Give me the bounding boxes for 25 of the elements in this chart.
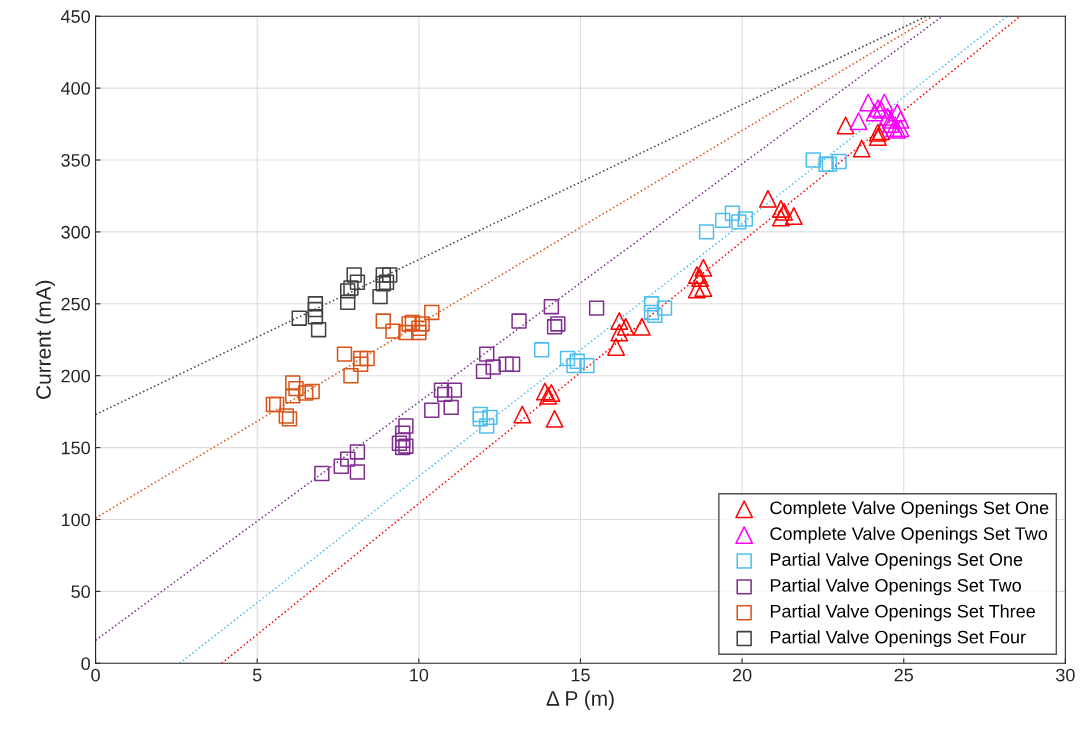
x-tick-label: 10 (410, 668, 429, 682)
x-tick-label: 20 (732, 668, 752, 682)
x-tick-label: 25 (894, 668, 914, 682)
legend-label: Complete Valve Openings Set Two (770, 526, 1048, 544)
x-axis-title: Δ P (m) (546, 690, 614, 710)
x-tick-label: 0 (91, 668, 100, 682)
legend-label: Partial Valve Openings Set Two (770, 578, 1021, 596)
x-tick-label: 15 (571, 668, 590, 682)
legend-label: Complete Valve Openings Set One (770, 500, 1049, 518)
legend-label: Partial Valve Openings Set One (770, 552, 1023, 570)
y-tick-label: 100 (61, 513, 90, 527)
y-tick-label: 0 (81, 657, 90, 671)
y-tick-label: 400 (61, 82, 90, 95)
y-tick-label: 450 (61, 10, 90, 23)
x-tick-label: 30 (1056, 668, 1075, 682)
y-tick-label: 250 (61, 297, 90, 311)
y-tick-label: 300 (61, 225, 90, 239)
y-tick-label: 150 (61, 441, 90, 455)
y-axis-title: Current (mA) (35, 280, 56, 399)
y-tick-label: 200 (61, 369, 90, 383)
x-tick-label: 5 (252, 668, 262, 682)
y-tick-label: 50 (71, 585, 90, 599)
legend-label: Partial Valve Openings Set Three (770, 604, 1035, 622)
legend-label: Partial Valve Openings Set Four (770, 630, 1026, 648)
y-tick-label: 350 (61, 153, 90, 167)
